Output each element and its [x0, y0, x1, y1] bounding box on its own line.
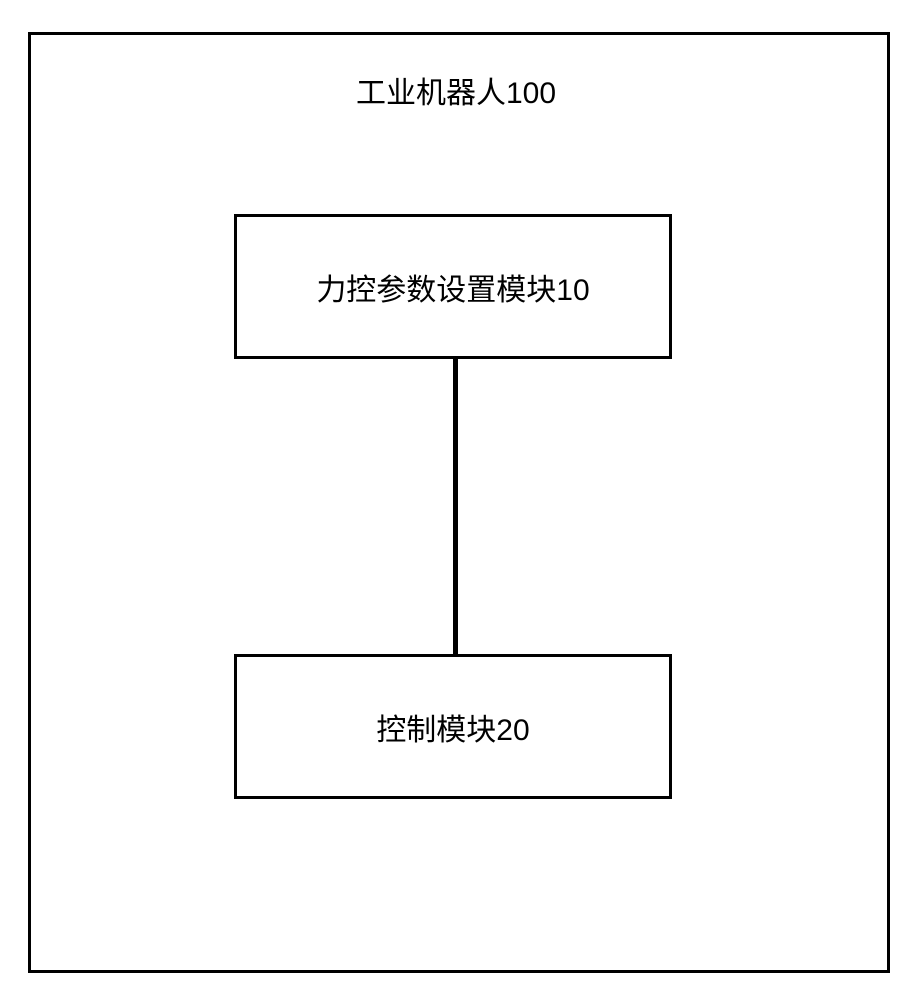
module-label: 控制模块20 — [376, 705, 529, 749]
module-force-control-params: 力控参数设置模块10 — [234, 214, 672, 359]
diagram-title: 工业机器人100 — [356, 68, 556, 112]
module-label: 力控参数设置模块10 — [316, 265, 589, 309]
module-control: 控制模块20 — [234, 654, 672, 799]
connector-line — [453, 359, 458, 654]
outer-container — [28, 32, 890, 973]
